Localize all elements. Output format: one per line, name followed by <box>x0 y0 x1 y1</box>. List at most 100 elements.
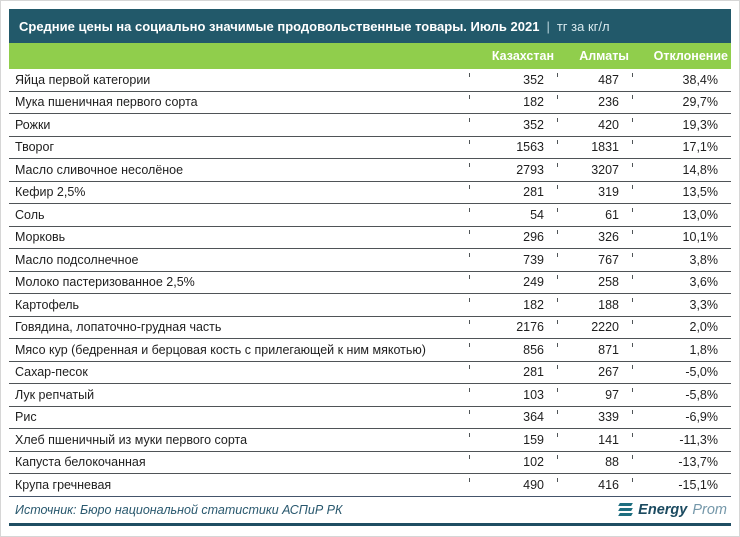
almaty-price-cell: 487 <box>557 72 632 87</box>
table-row: Творог 1563 1831 17,1% <box>9 137 731 159</box>
deviation-cell: 1,8% <box>632 342 731 357</box>
product-name-cell: Говядина, лопаточно-грудная часть <box>15 320 222 335</box>
deviation-cell: 29,7% <box>632 95 731 109</box>
column-header-almaty: Алматы <box>579 49 629 63</box>
almaty-price-cell: 1831 <box>557 140 632 154</box>
product-name-cell: Яйца первой категории <box>15 72 151 87</box>
kazakhstan-price-cell: 2793 <box>469 162 557 177</box>
table-row: Яйца первой категории 352 487 38,4% <box>9 69 731 92</box>
kazakhstan-price-cell: 856 <box>469 342 557 357</box>
table-row: Соль 54 61 13,0% <box>9 204 731 227</box>
almaty-price-cell: 236 <box>557 95 632 109</box>
kazakhstan-price-cell: 352 <box>469 117 557 132</box>
table-row: Картофель 182 188 3,3% <box>9 294 731 317</box>
almaty-price-cell: 88 <box>557 455 632 469</box>
table-row: Крупа гречневая 490 416 -15,1% <box>9 474 731 497</box>
almaty-price-cell: 326 <box>557 230 632 244</box>
kazakhstan-price-cell: 739 <box>469 252 557 267</box>
almaty-price-cell: 141 <box>557 432 632 447</box>
logo-text-energy: Energy <box>638 501 688 518</box>
almaty-price-cell: 319 <box>557 185 632 199</box>
kazakhstan-price-cell: 249 <box>469 275 557 289</box>
kazakhstan-price-cell: 1563 <box>469 140 557 154</box>
deviation-cell: -11,3% <box>632 432 731 447</box>
deviation-cell: 38,4% <box>632 72 731 87</box>
footer: Источник: Бюро национальной статистики А… <box>9 497 731 526</box>
kazakhstan-price-cell: 159 <box>469 432 557 447</box>
title-unit: тг за кг/л <box>556 18 610 34</box>
almaty-price-cell: 339 <box>557 410 632 424</box>
energyprom-logo: Energy Prom <box>618 501 727 518</box>
product-name-cell: Мука пшеничная первого сорта <box>15 95 198 110</box>
kazakhstan-price-cell: 102 <box>469 455 557 469</box>
table-row: Рис 364 339 -6,9% <box>9 407 731 429</box>
product-name-cell: Капуста белокочанная <box>15 455 146 470</box>
table-row: Масло подсолнечное 739 767 3,8% <box>9 249 731 272</box>
table-row: Говядина, лопаточно-грудная часть 2176 222… <box>9 317 731 339</box>
table-row: Мясо кур (бедренная и берцовая кость с п… <box>9 339 731 362</box>
almaty-price-cell: 3207 <box>557 162 632 177</box>
kazakhstan-price-cell: 281 <box>469 185 557 199</box>
table-row: Молоко пастеризованное 2,5% 249 258 3,6% <box>9 272 731 294</box>
almaty-price-cell: 267 <box>557 365 632 379</box>
product-name-cell: Молоко пастеризованное 2,5% <box>15 275 195 290</box>
deviation-cell: 14,8% <box>632 162 731 177</box>
almaty-price-cell: 97 <box>557 387 632 402</box>
product-name-cell: Морковь <box>15 230 66 245</box>
deviation-cell: 3,8% <box>632 252 731 267</box>
almaty-price-cell: 188 <box>557 297 632 312</box>
almaty-price-cell: 871 <box>557 342 632 357</box>
product-name-cell: Мясо кур (бедренная и берцовая кость с п… <box>15 342 426 357</box>
kazakhstan-price-cell: 182 <box>469 297 557 312</box>
deviation-cell: 13,5% <box>632 185 731 199</box>
kazakhstan-price-cell: 296 <box>469 230 557 244</box>
title-separator: | <box>546 18 550 34</box>
product-name-cell: Сахар-песок <box>15 365 88 380</box>
table-row: Морковь 296 326 10,1% <box>9 227 731 249</box>
product-name-cell: Рис <box>15 410 37 425</box>
product-name-cell: Рожки <box>15 117 51 132</box>
deviation-cell: -5,8% <box>632 387 731 402</box>
deviation-cell: 19,3% <box>632 117 731 132</box>
table-row: Капуста белокочанная 102 88 -13,7% <box>9 452 731 474</box>
deviation-cell: -15,1% <box>632 477 731 492</box>
column-header-kazakhstan: Казахстан <box>491 49 554 63</box>
product-name-cell: Масло сливочное несолёное <box>15 162 184 177</box>
almaty-price-cell: 2220 <box>557 320 632 334</box>
deviation-cell: 3,3% <box>632 297 731 312</box>
page-title: Средние цены на социально значимые продо… <box>19 18 540 34</box>
product-name-cell: Лук репчатый <box>15 387 95 402</box>
logo-text-prom: Prom <box>692 501 727 518</box>
almaty-price-cell: 61 <box>557 207 632 222</box>
kazakhstan-price-cell: 182 <box>469 95 557 109</box>
kazakhstan-price-cell: 490 <box>469 477 557 492</box>
product-name-cell: Хлеб пшеничный из муки первого сорта <box>15 432 248 447</box>
deviation-cell: 17,1% <box>632 140 731 154</box>
product-name-cell: Картофель <box>15 297 80 312</box>
table-row: Лук репчатый 103 97 -5,8% <box>9 384 731 407</box>
kazakhstan-price-cell: 364 <box>469 410 557 424</box>
kazakhstan-price-cell: 103 <box>469 387 557 402</box>
column-header-row: Казахстан Алматы Отклонение <box>9 43 731 69</box>
table-row: Мука пшеничная первого сорта 182 236 29,7% <box>9 92 731 114</box>
column-header-deviation: Отклонение <box>653 49 728 63</box>
almaty-price-cell: 258 <box>557 275 632 289</box>
deviation-cell: 10,1% <box>632 230 731 244</box>
table-row: Масло сливочное несолёное 2793 3207 14,8% <box>9 159 731 182</box>
product-name-cell: Творог <box>15 140 55 155</box>
table-body: Яйца первой категории 352 487 38,4% Мука пше… <box>9 69 731 497</box>
product-name-cell: Кефир 2,5% <box>15 185 86 200</box>
almaty-price-cell: 767 <box>557 252 632 267</box>
deviation-cell: 13,0% <box>632 207 731 222</box>
table-row: Сахар-песок 281 267 -5,0% <box>9 362 731 384</box>
product-name-cell: Крупа гречневая <box>15 477 112 492</box>
kazakhstan-price-cell: 281 <box>469 365 557 379</box>
almaty-price-cell: 420 <box>557 117 632 132</box>
product-name-cell: Масло подсолнечное <box>15 252 139 267</box>
title-bar: Средние цены на социально значимые продо… <box>9 9 731 43</box>
deviation-cell: 3,6% <box>632 275 731 289</box>
source-note: Источник: Бюро национальной статистики А… <box>15 502 343 517</box>
table-row: Рожки 352 420 19,3% <box>9 114 731 137</box>
kazakhstan-price-cell: 352 <box>469 72 557 87</box>
